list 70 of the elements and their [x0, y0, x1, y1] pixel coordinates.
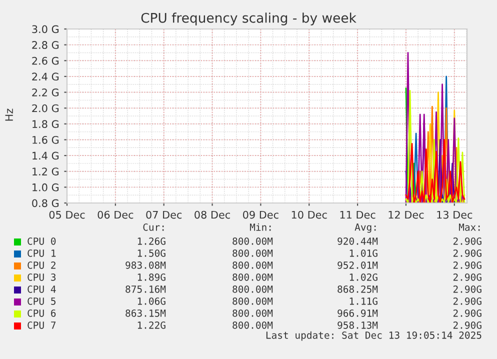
line-series — [405, 52, 466, 203]
y-tick-label: 2.4 G — [32, 72, 59, 81]
text: 1.89G — [138, 273, 166, 281]
text: 952.01M — [338, 261, 378, 269]
x-tick-label: 07 Dec — [146, 210, 182, 219]
text: 2.90G — [453, 285, 482, 293]
text: Avg: — [354, 224, 376, 233]
x-tick-label: 13 Dec — [437, 210, 472, 219]
x-tick-label: 12 Dec — [388, 210, 424, 219]
text: 983.08M — [126, 261, 166, 269]
y-axis-title: Hz — [5, 108, 13, 121]
y-tick-label: 0.8 G — [32, 199, 59, 208]
legend-label: CPU 3 — [28, 273, 56, 281]
y-tick-label: 1.8 G — [32, 120, 59, 128]
line-series — [405, 139, 466, 203]
text: 2.90G — [453, 321, 482, 329]
text: Max: — [458, 224, 480, 231]
legend-label: CPU 1 — [28, 249, 56, 257]
legend-label: CPU 0 — [28, 237, 56, 245]
text: 800.00M — [232, 237, 273, 245]
text: 2.90G — [453, 297, 482, 305]
chart-title: CPU frequency scaling - by week — [141, 12, 356, 26]
text: 800.00M — [232, 309, 273, 317]
y-tick-label: 1.6 G — [32, 136, 59, 144]
text: 966.91M — [338, 309, 378, 317]
text: 1.11G — [350, 297, 378, 305]
text: 2.90G — [453, 249, 482, 257]
x-tick-label: 08 Dec — [194, 210, 230, 219]
text: 800.00M — [232, 285, 273, 293]
x-tick-label: 09 Dec — [243, 210, 278, 219]
y-tick-label: 2.8 G — [32, 41, 59, 49]
text: 920.44M — [338, 237, 378, 245]
y-tick-label: 1.0 G — [32, 183, 59, 192]
legend-label: CPU 2 — [28, 261, 56, 269]
y-tick-label: 1.2 G — [32, 168, 59, 176]
x-tick-label: 10 Dec — [292, 210, 327, 219]
text: 2.90G — [453, 237, 482, 245]
y-tick-label: 2.2 G — [32, 88, 59, 96]
legend-label: CPU 6 — [28, 309, 56, 317]
y-tick-label: 2.0 G — [32, 104, 59, 112]
text: 1.22G — [138, 321, 166, 329]
text: 863.15M — [126, 309, 166, 317]
x-tick-label: 06 Dec — [98, 210, 134, 219]
text: 800.00M — [232, 273, 273, 281]
text: 1.02G — [350, 273, 378, 281]
text: 1.01G — [350, 249, 378, 257]
text: 875.16M — [126, 285, 166, 293]
text: 1.26G — [138, 237, 166, 245]
text: Cur: — [143, 223, 164, 231]
text: 800.00M — [232, 249, 273, 257]
y-tick-label: 2.6 G — [32, 56, 59, 65]
text: 958.13M — [338, 321, 378, 329]
text: 800.00M — [232, 321, 273, 329]
y-tick-label: 3.0 G — [32, 25, 59, 34]
text: 800.00M — [232, 261, 273, 269]
text: Min: — [250, 223, 271, 231]
text: 2.90G — [453, 309, 482, 317]
legend-label: CPU 4 — [28, 285, 56, 293]
legend-label: CPU 7 — [28, 321, 56, 329]
text: 868.25M — [338, 285, 378, 293]
text: 1.50G — [138, 249, 166, 257]
y-tick-label: 1.4 G — [32, 152, 59, 160]
x-tick-label: 05 Dec — [49, 210, 85, 219]
text: 2.90G — [453, 273, 482, 281]
text: Last update: Sat Dec 13 19:05:14 2025 — [266, 331, 482, 341]
text: 2.90G — [453, 261, 482, 269]
legend-label: CPU 5 — [28, 297, 56, 305]
text: 800.00M — [232, 297, 273, 305]
text: 1.06G — [138, 297, 166, 305]
x-tick-label: 11 Dec — [340, 210, 376, 219]
